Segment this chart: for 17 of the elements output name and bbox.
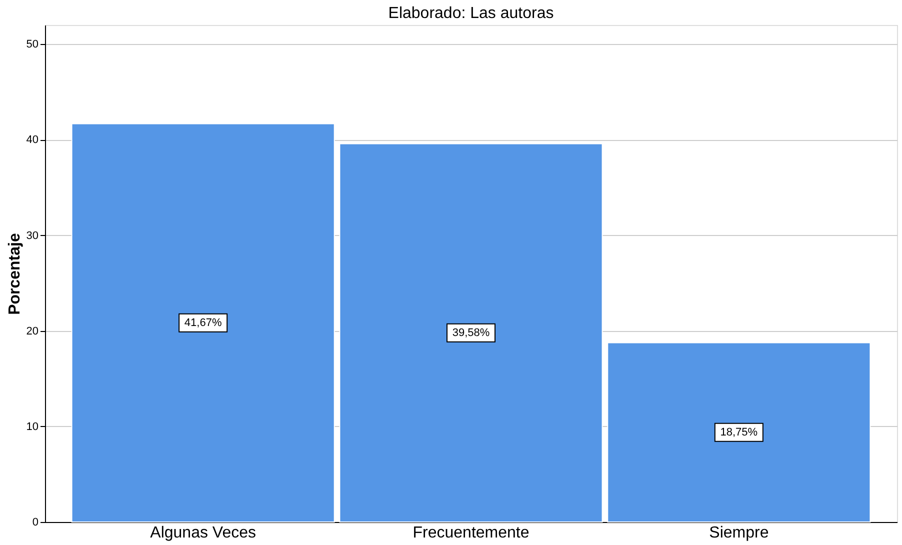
data-label: 41,67% bbox=[184, 316, 222, 329]
y-axis-title: Porcentaje bbox=[6, 232, 24, 315]
bar bbox=[339, 143, 603, 522]
y-tick-label: 30 bbox=[26, 230, 38, 242]
y-tick-label: 0 bbox=[32, 516, 38, 528]
data-label: 18,75% bbox=[720, 426, 758, 438]
y-tick-label: 10 bbox=[26, 420, 38, 433]
y-tick-label: 50 bbox=[26, 38, 38, 51]
y-tick-label: 40 bbox=[26, 134, 38, 146]
x-tick-label: Frecuentemente bbox=[412, 524, 530, 542]
bar bbox=[71, 123, 335, 522]
chart-title: Elaborado: Las autoras bbox=[388, 5, 554, 22]
data-label: 39,58% bbox=[452, 326, 490, 339]
y-tick-label: 20 bbox=[26, 325, 38, 338]
x-tick-label: Siempre bbox=[709, 524, 769, 542]
bar bbox=[607, 342, 871, 522]
x-tick-label: Algunas Veces bbox=[150, 524, 256, 542]
